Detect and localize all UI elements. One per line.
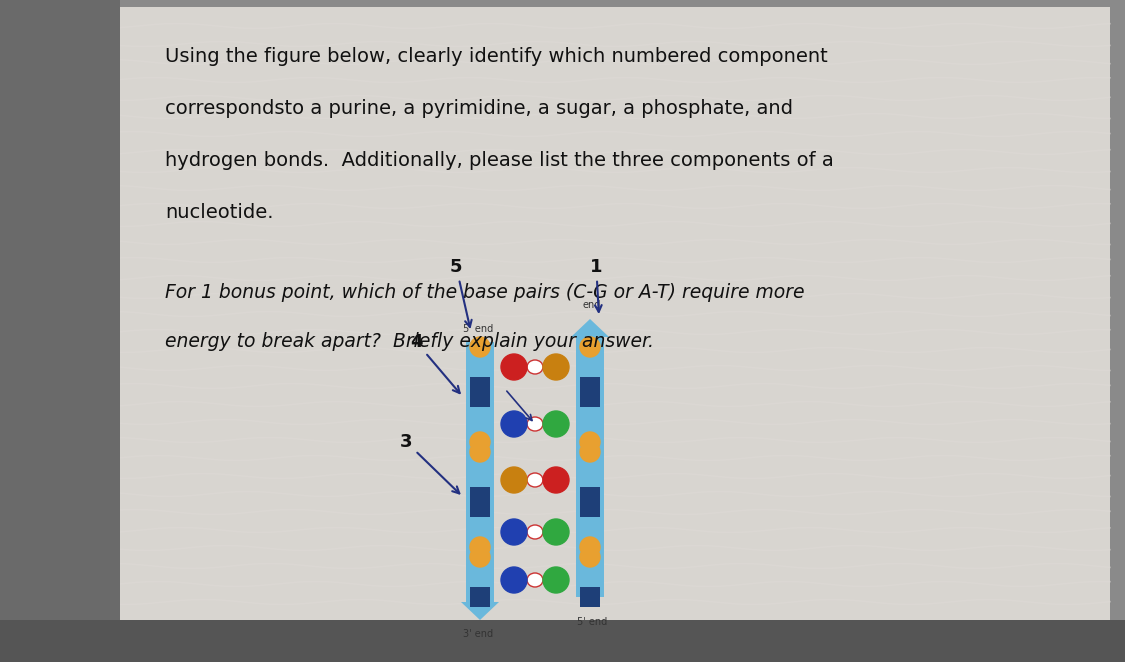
Text: 4: 4 [410,333,460,393]
Circle shape [543,467,569,493]
Ellipse shape [526,525,543,539]
Text: Using the figure below, clearly identify which numbered component: Using the figure below, clearly identify… [165,47,828,66]
Bar [576,342,604,597]
Text: 3' end: 3' end [464,629,493,639]
Circle shape [543,519,569,545]
Circle shape [501,519,526,545]
Text: 5' end: 5' end [462,324,493,334]
Bar [0,620,1125,662]
Circle shape [470,337,490,357]
Circle shape [501,354,526,380]
Circle shape [580,442,600,462]
Circle shape [470,537,490,557]
Text: 1: 1 [590,258,603,312]
Circle shape [501,567,526,593]
Circle shape [501,411,526,437]
Text: For 1 bonus point, which of the base pairs (C-G or A-T) require more: For 1 bonus point, which of the base pai… [165,283,804,302]
Circle shape [580,432,600,452]
Bar [120,7,1110,622]
Ellipse shape [526,417,543,431]
Ellipse shape [526,360,543,374]
Circle shape [580,337,600,357]
Circle shape [580,537,600,557]
Circle shape [470,547,490,567]
Circle shape [543,567,569,593]
Text: 5' end: 5' end [577,617,608,627]
Circle shape [501,467,526,493]
Circle shape [543,354,569,380]
Circle shape [543,411,569,437]
Text: 3: 3 [400,433,459,493]
FancyArrow shape [572,319,609,347]
Circle shape [580,547,600,567]
Text: hydrogen bonds.  Additionally, please list the three components of a: hydrogen bonds. Additionally, please lis… [165,151,834,170]
Circle shape [470,432,490,452]
Ellipse shape [526,473,543,487]
Text: nucleotide.: nucleotide. [165,203,273,222]
Circle shape [470,442,490,462]
Text: corresponds​to a purine, a pyrimidine, a sugar, a phosphate, and: corresponds​to a purine, a pyrimidine, a… [165,99,793,118]
Bar [466,342,494,597]
Text: energy to break apart?  Briefly explain your answer.: energy to break apart? Briefly explain y… [165,332,654,352]
FancyArrow shape [461,592,500,620]
Text: 5: 5 [450,258,471,327]
Ellipse shape [526,573,543,587]
Text: end: end [583,300,601,310]
Bar [0,0,120,662]
